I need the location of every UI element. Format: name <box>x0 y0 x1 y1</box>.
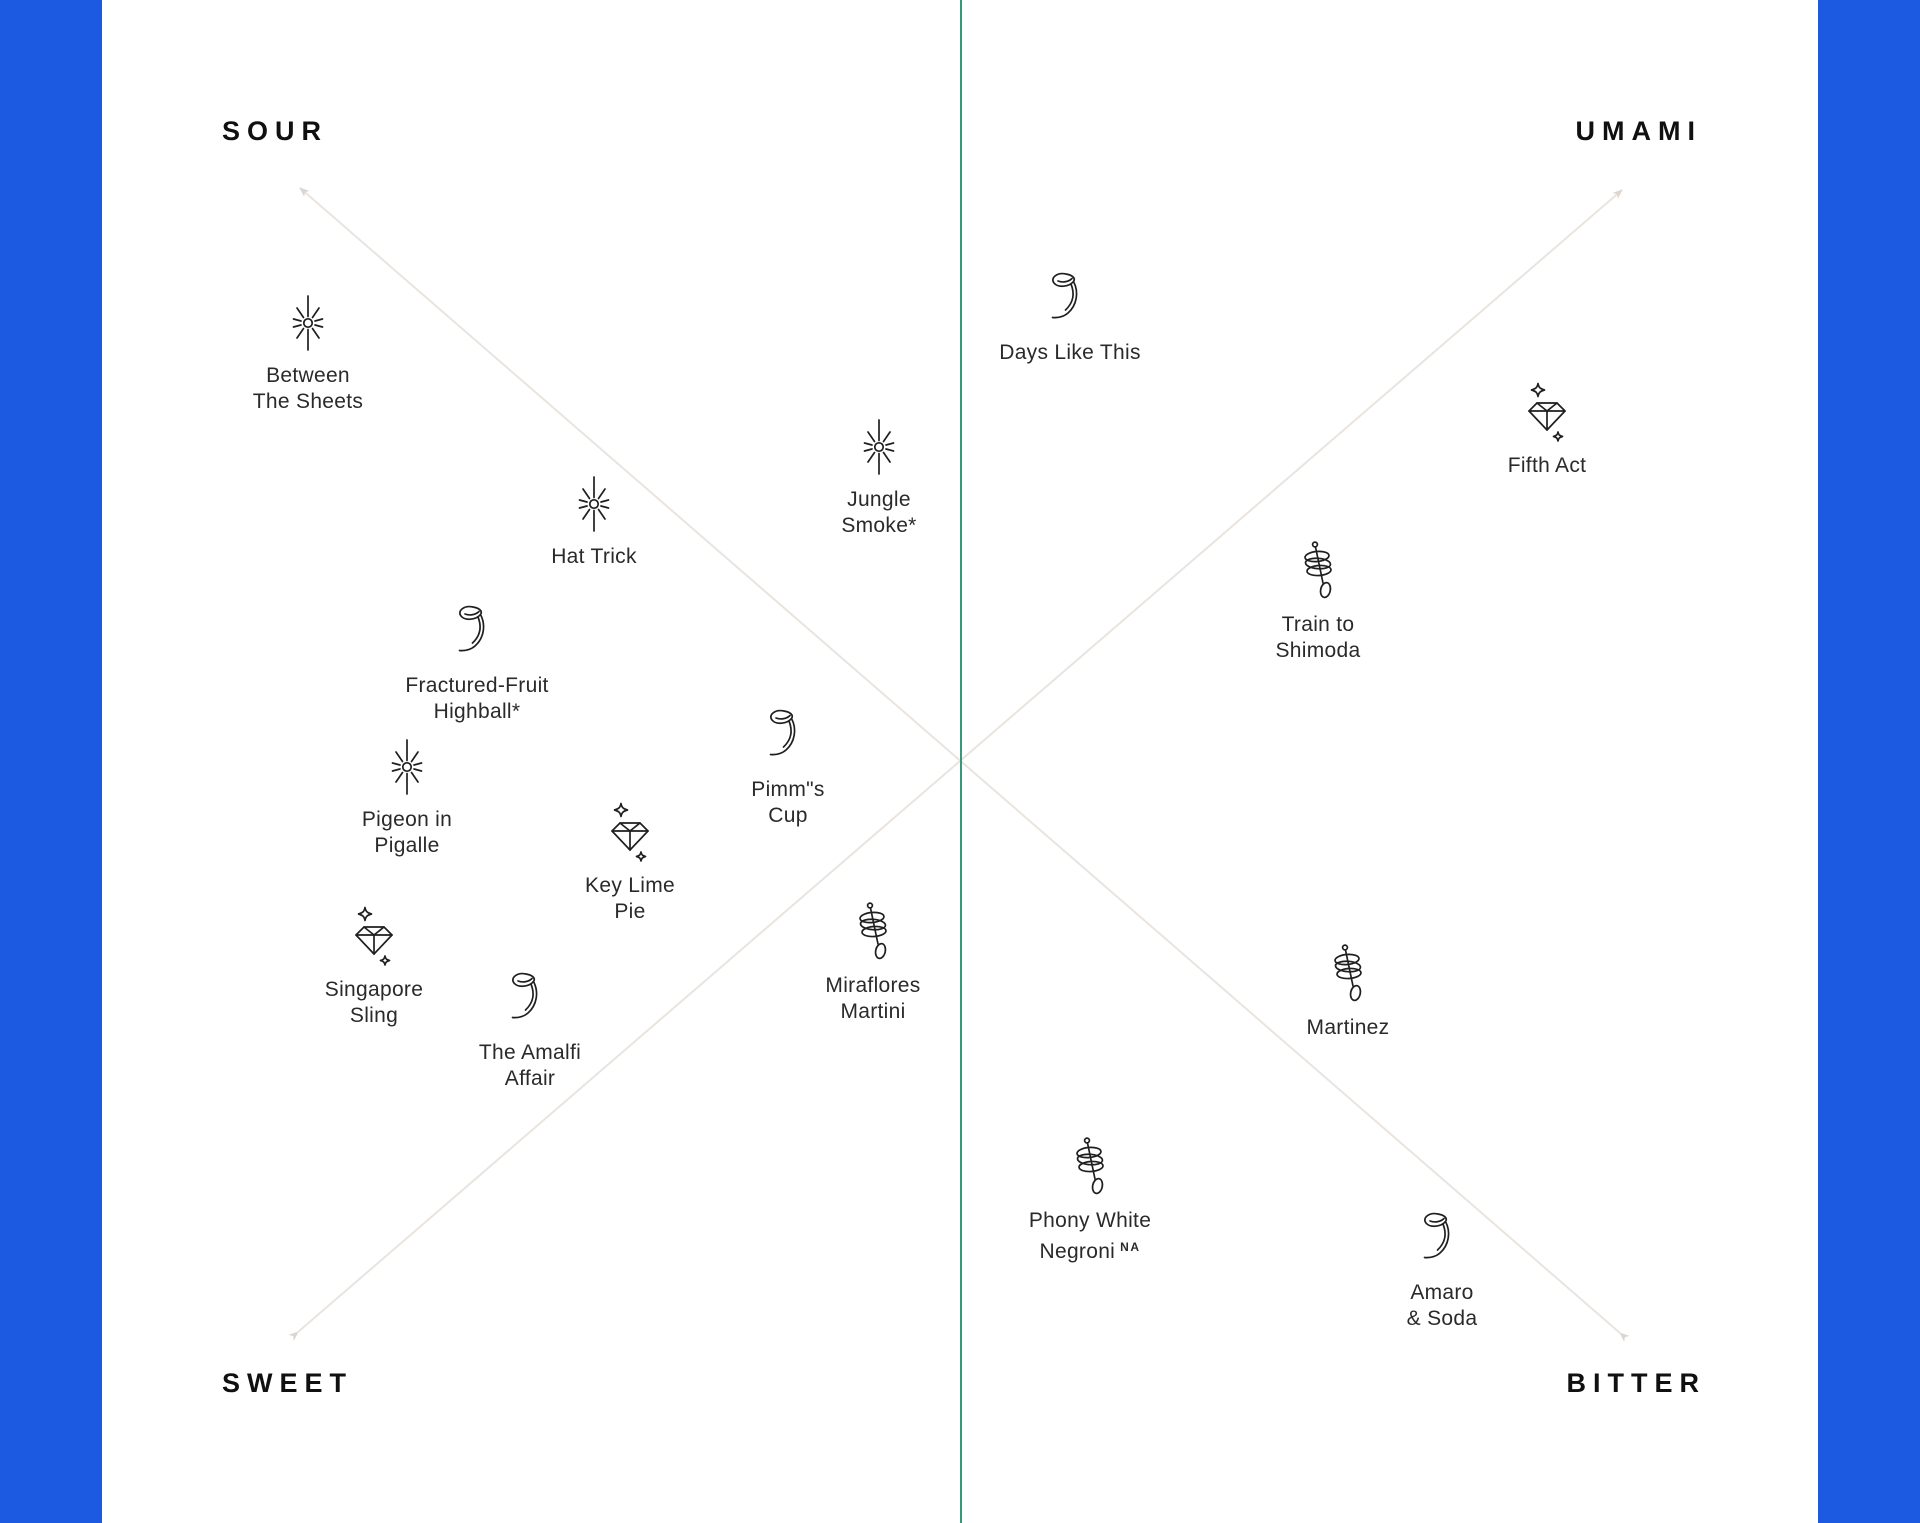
cocktail-marker-between-the-sheets: Between The Sheets <box>188 291 428 415</box>
cocktail-marker-hat-trick: Hat Trick <box>474 472 714 570</box>
axis-label-bitter: BITTER <box>1566 1368 1706 1398</box>
cocktail-label: The Amalfi Affair <box>410 1040 650 1092</box>
cocktail-marker-key-lime-pie: Key Lime Pie <box>510 801 750 925</box>
axis-label-sweet: SWEET <box>222 1368 354 1398</box>
cocktail-label: Martinez <box>1228 1015 1468 1041</box>
citrus-twist-icon <box>445 601 509 665</box>
cocktail-label-line: Days Like This <box>999 341 1141 364</box>
cocktail-label: Phony White Negroni NA <box>970 1208 1210 1265</box>
cocktail-label-line: Pigalle <box>374 834 440 857</box>
cocktail-marker-amaro-and-soda: Amaro & Soda <box>1322 1208 1562 1332</box>
cocktail-label-line: Miraflores <box>825 974 921 997</box>
cocktail-label-line: Affair <box>504 1067 556 1090</box>
citrus-twist-icon <box>1410 1208 1474 1272</box>
cocktail-label: Between The Sheets <box>188 363 428 415</box>
sparkle-icon <box>562 472 626 536</box>
cocktail-label-line: Pigeon in <box>361 808 453 831</box>
cocktail-label-line: Sling <box>349 1004 399 1027</box>
cocktail-label-line: The Amalfi <box>478 1041 582 1064</box>
cocktail-marker-miraflores-martini: Miraflores Martini <box>753 901 993 1025</box>
cocktail-label-line: Phony White <box>1028 1209 1152 1232</box>
cocktail-label-line: Between <box>266 364 350 387</box>
cocktail-label-line: Jungle <box>847 488 911 511</box>
cocktail-label-line: Martini <box>840 1000 906 1023</box>
cocktail-marker-fractured-fruit-highball: Fractured-Fruit Highball* <box>357 601 597 725</box>
cocktail-label: Jungle Smoke* <box>759 487 999 539</box>
olive-skewer-icon <box>1286 540 1350 604</box>
cocktail-label-line: Train to <box>1281 613 1355 636</box>
cocktail-label: Pigeon in Pigalle <box>287 807 527 859</box>
axis-label-sour: SOUR <box>222 116 329 146</box>
sparkle-icon <box>375 735 439 799</box>
cocktail-label-line: Pie <box>614 900 646 923</box>
cocktail-label-line: Smoke* <box>841 514 917 537</box>
cocktail-label: Miraflores Martini <box>753 973 993 1025</box>
right-blue-bar <box>1818 0 1920 1523</box>
cocktail-label: Singapore Sling <box>254 977 494 1029</box>
cocktail-marker-days-like-this: Days Like This <box>950 268 1190 366</box>
cocktail-label-line: Negroni NA <box>1039 1240 1141 1263</box>
cocktail-marker-singapore-sling: Singapore Sling <box>254 905 494 1029</box>
cocktail-marker-jungle-smoke: Jungle Smoke* <box>759 415 999 539</box>
cocktail-label-line: Fractured-Fruit <box>405 674 549 697</box>
cocktail-label-line: Singapore <box>324 978 424 1001</box>
cocktail-label-line: Highball* <box>433 700 521 723</box>
cocktail-marker-pimms-cup: Pimm"s Cup <box>668 705 908 829</box>
cocktail-marker-the-amalfi-affair: The Amalfi Affair <box>410 968 650 1092</box>
cocktail-label: Fifth Act <box>1427 453 1667 479</box>
olive-skewer-icon <box>1316 943 1380 1007</box>
citrus-twist-icon <box>756 705 820 769</box>
citrus-twist-icon <box>1038 268 1102 332</box>
cocktail-label-line: The Sheets <box>252 390 364 413</box>
diamond-icon <box>1515 381 1579 445</box>
cocktail-label-line: Cup <box>768 804 808 827</box>
diamond-icon <box>342 905 406 969</box>
cocktail-marker-fifth-act: Fifth Act <box>1427 381 1667 479</box>
citrus-twist-icon <box>498 968 562 1032</box>
cocktail-label: Train to Shimoda <box>1198 612 1438 664</box>
cocktail-label-line: Martinez <box>1306 1016 1390 1039</box>
cocktail-marker-martinez: Martinez <box>1228 943 1468 1041</box>
cocktail-label-line: Pimm"s <box>751 778 825 801</box>
cocktail-label-line: Fifth Act <box>1507 454 1587 477</box>
cocktail-label-line: Hat Trick <box>551 545 637 568</box>
sparkle-icon <box>847 415 911 479</box>
cocktail-label: Fractured-Fruit Highball* <box>357 673 597 725</box>
cocktail-label: Pimm"s Cup <box>668 777 908 829</box>
sparkle-icon <box>276 291 340 355</box>
left-blue-bar <box>0 0 102 1523</box>
cocktail-label: Key Lime Pie <box>510 873 750 925</box>
na-superscript: NA <box>1120 1240 1141 1254</box>
cocktail-marker-phony-white-negroni: Phony White Negroni NA <box>970 1136 1210 1265</box>
diamond-icon <box>598 801 662 865</box>
center-divider-line <box>960 0 962 1523</box>
cocktail-marker-pigeon-in-pigalle: Pigeon in Pigalle <box>287 735 527 859</box>
cocktail-label-line: Key Lime <box>585 874 675 897</box>
cocktail-label: Amaro & Soda <box>1322 1280 1562 1332</box>
cocktail-label-line: & Soda <box>1406 1307 1478 1330</box>
cocktail-marker-train-to-shimoda: Train to Shimoda <box>1198 540 1438 664</box>
cocktail-label: Hat Trick <box>474 544 714 570</box>
cocktail-label-line: Shimoda <box>1275 639 1361 662</box>
cocktail-label-line: Amaro <box>1410 1281 1474 1304</box>
axis-label-umami: UMAMI <box>1575 116 1702 146</box>
cocktail-label: Days Like This <box>950 340 1190 366</box>
olive-skewer-icon <box>841 901 905 965</box>
olive-skewer-icon <box>1058 1136 1122 1200</box>
